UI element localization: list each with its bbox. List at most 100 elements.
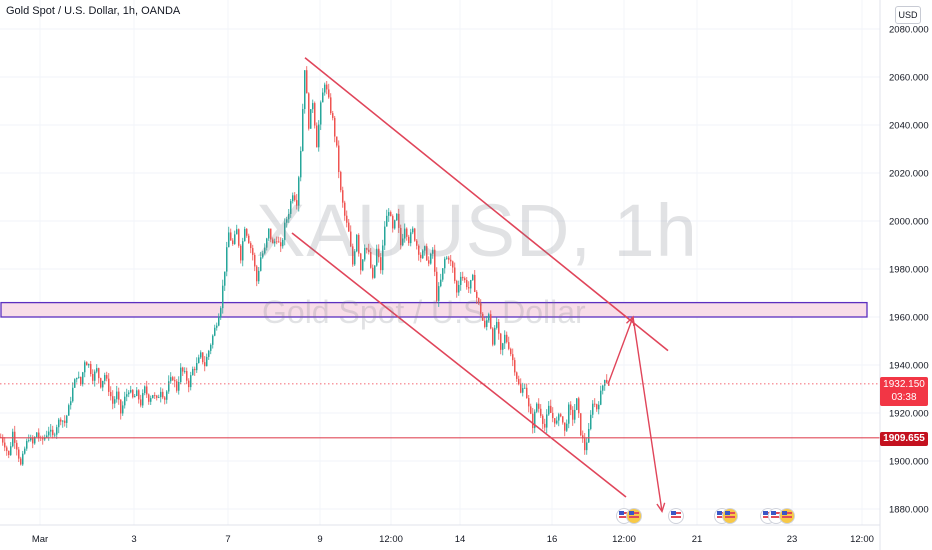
candle-body (16, 442, 18, 450)
candle-body (582, 435, 584, 439)
event-flag-canton (725, 511, 730, 515)
candle-body (232, 240, 234, 244)
candle-body (116, 391, 118, 400)
candle-body (306, 70, 308, 94)
candle-body (594, 403, 596, 405)
candle-body (162, 391, 164, 398)
candle-body (174, 380, 176, 382)
projection-arrow-down (656, 502, 666, 513)
candle-body (518, 378, 520, 385)
candle-body (472, 274, 474, 281)
candle-body (204, 362, 206, 367)
candles (0, 66, 610, 466)
candle-body (544, 423, 546, 428)
candle-body (268, 228, 270, 239)
candle-body (542, 415, 544, 424)
candle-body (78, 376, 80, 378)
candle-body (372, 267, 374, 278)
candle-body (212, 335, 214, 345)
candle-body (138, 390, 140, 400)
candle-body (50, 429, 52, 432)
resistance-zone (0, 301, 868, 318)
candle-body (266, 238, 268, 248)
candle-body (80, 376, 82, 385)
candle-body (280, 242, 282, 247)
candle-body (522, 388, 524, 393)
candle-body (466, 280, 468, 288)
candle-body (170, 377, 172, 382)
candle-body (302, 108, 304, 151)
event-flag-canton (671, 511, 676, 515)
candle-body (142, 393, 144, 406)
candle-body (538, 403, 540, 409)
candle-body (606, 380, 608, 383)
candle-body (310, 109, 312, 129)
candle-body (222, 285, 224, 309)
candle-body (262, 253, 264, 258)
candle-body (6, 447, 8, 451)
candle-body (520, 384, 522, 393)
candle-body (136, 390, 138, 396)
candle-body (256, 266, 258, 282)
event-flag-stripe (771, 516, 781, 518)
candle-body (120, 399, 122, 414)
candle-body (462, 276, 464, 279)
candle-body (200, 352, 202, 358)
candle-body (112, 396, 114, 404)
candle-body (98, 368, 100, 379)
candle-body (182, 367, 184, 372)
candle-body (370, 251, 372, 268)
candle-body (516, 372, 518, 379)
candle-body (88, 364, 90, 366)
candle-body (460, 276, 462, 285)
candle-body (476, 291, 478, 299)
candle-body (424, 246, 426, 251)
candle-body (338, 145, 340, 173)
candle-body (148, 394, 150, 402)
candle-body (382, 245, 384, 271)
event-flag-stripe (763, 516, 773, 518)
candle-body (46, 435, 48, 438)
candle-body (38, 432, 40, 438)
candle-body (346, 215, 348, 223)
candle-body (364, 248, 366, 260)
candle-body (556, 420, 558, 424)
candle-body (564, 422, 566, 431)
candle-body (190, 375, 192, 388)
currency-button[interactable]: USD (895, 6, 921, 24)
x-tick-label: Mar (32, 534, 48, 545)
candle-body (550, 405, 552, 413)
candle-body (60, 419, 62, 422)
candle-body (452, 261, 454, 268)
x-tick-label: 7 (225, 534, 230, 545)
candle-body (104, 375, 106, 381)
candle-body (312, 103, 314, 110)
candle-body (176, 381, 178, 391)
last-price-tag: 1932.150 03:38 (880, 377, 928, 406)
candle-body (184, 371, 186, 372)
candle-body (202, 352, 204, 363)
candle-body (402, 238, 404, 246)
candle-body (584, 438, 586, 451)
candle-body (434, 249, 436, 272)
candle-body (512, 354, 514, 361)
x-tick-label: 12:00 (612, 534, 636, 545)
candle-body (52, 429, 54, 436)
candle-body (288, 213, 290, 220)
candle-body (456, 280, 458, 293)
candle-body (308, 93, 310, 129)
candle-body (404, 228, 406, 239)
candle-body (570, 404, 572, 410)
candle-body (374, 265, 376, 278)
candle-body (590, 414, 592, 429)
candle-body (208, 350, 210, 357)
candle-body (152, 395, 154, 399)
candle-body (28, 440, 30, 442)
candle-body (294, 195, 296, 201)
x-tick-label: 3 (131, 534, 136, 545)
y-tick-label: 2080.000 (889, 25, 929, 36)
candle-body (530, 406, 532, 414)
candle-body (342, 190, 344, 203)
